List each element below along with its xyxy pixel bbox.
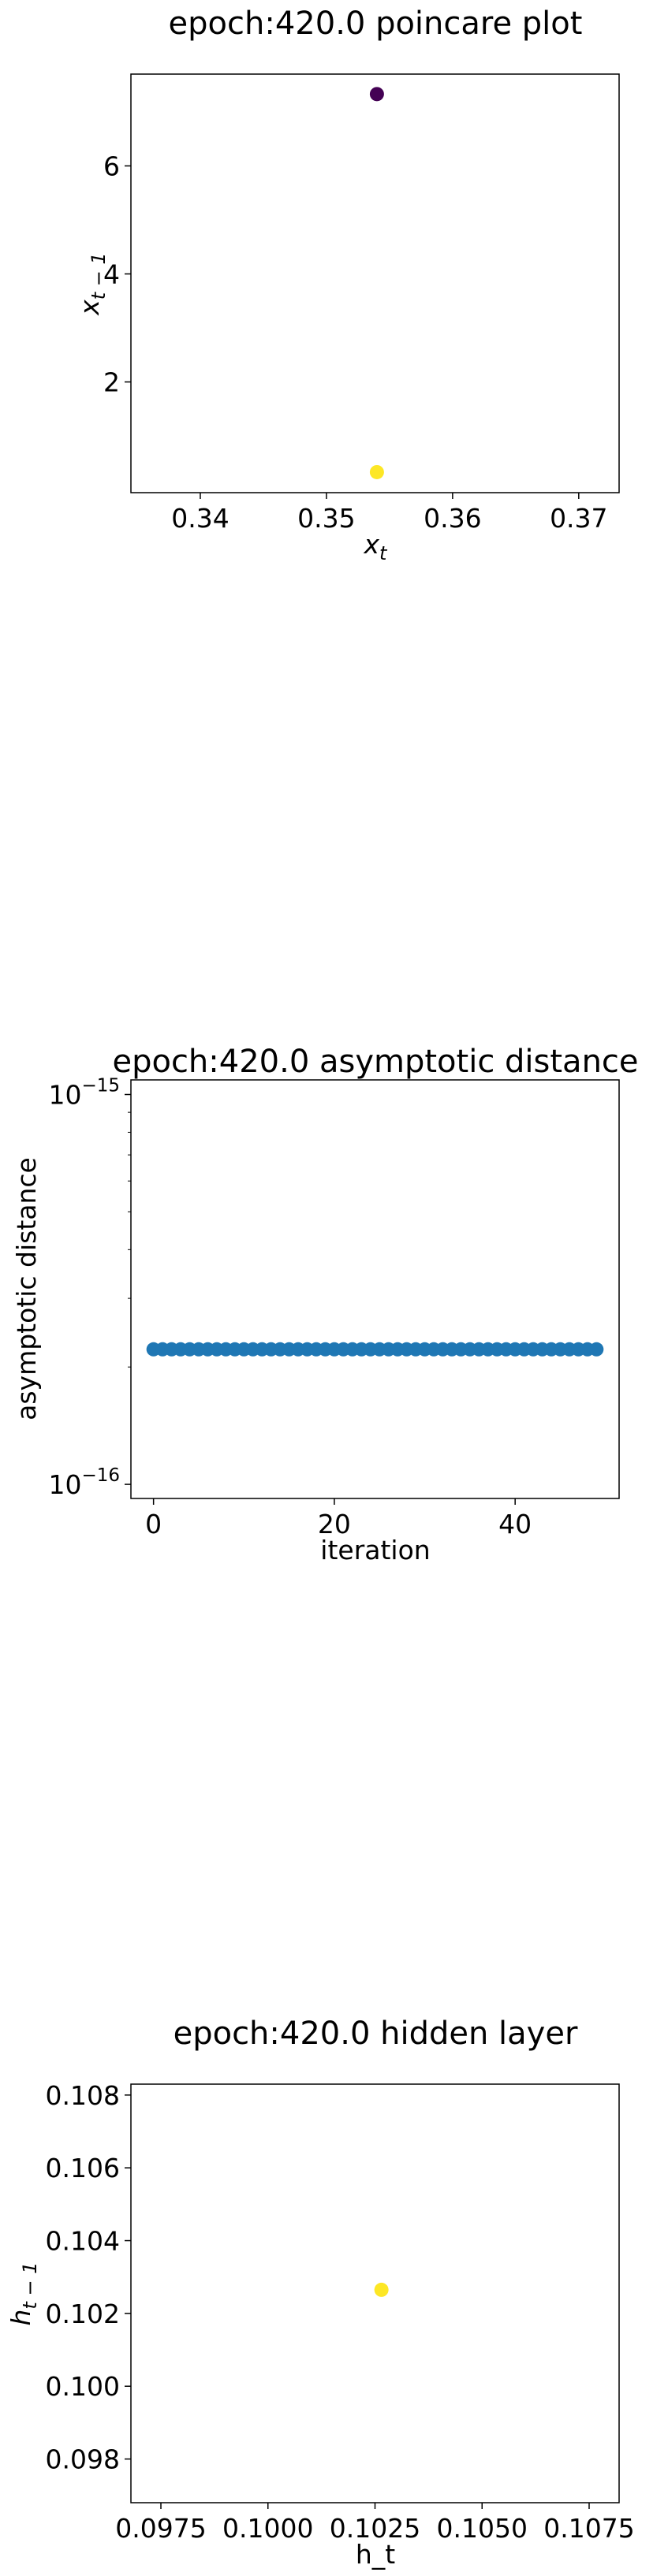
plot-frame (130, 73, 620, 493)
y-tick-label: 10−15 (48, 1076, 120, 1111)
y-tick-label: 0.104 (46, 2226, 120, 2257)
chart-title: epoch:420.0 asymptotic distance (112, 1044, 638, 1080)
plot-frame (130, 2083, 620, 2503)
x-axis-label: xt (364, 529, 389, 564)
y-axis-label: ht − 1 (6, 2262, 41, 2326)
chart-hidden-layer: epoch:420.0 hidden layer 0.0975 0.1000 0.1… (6, 2016, 635, 2570)
x-tick-label: 0.36 (424, 503, 481, 534)
chart-title: epoch:420.0 hidden layer (174, 2016, 578, 2052)
x-axis-ticks: 0 20 40 (145, 1498, 532, 1539)
y-axis-label: xt − 1 (74, 252, 110, 316)
x-axis-ticks: 0.0975 0.1000 0.1025 0.1050 0.1075 (115, 2503, 635, 2544)
y-tick-label: 0.106 (46, 2153, 120, 2183)
data-point (369, 464, 384, 479)
x-tick-label: 0.1050 (437, 2513, 528, 2544)
y-tick-label: 4 (103, 259, 120, 290)
chart-asymptotic-distance: epoch:420.0 asymptotic distance 0 20 40 10… (11, 1044, 639, 1565)
data-points (374, 2282, 389, 2297)
y-tick-label: 10−16 (48, 1465, 120, 1500)
x-tick-label: 0 (145, 1509, 162, 1539)
x-tick-label: 0.0975 (115, 2513, 206, 2544)
data-points (146, 1342, 604, 1357)
x-tick-label: 0.1075 (543, 2513, 634, 2544)
y-axis-label: asymptotic distance (11, 1157, 42, 1420)
x-axis-label: iteration (320, 1535, 430, 1565)
x-tick-label: 0.34 (171, 503, 229, 534)
data-points (369, 87, 384, 479)
y-axis-ticks: 10−16 10−15 (48, 1076, 131, 1500)
y-tick-label: 0.098 (46, 2444, 120, 2475)
x-tick-label: 40 (498, 1509, 532, 1539)
y-tick-label: 0.100 (46, 2371, 120, 2402)
x-axis-label: h_t (356, 2539, 395, 2570)
y-tick-label: 0.102 (46, 2299, 120, 2329)
y-tick-label: 2 (103, 367, 120, 398)
x-tick-label: 0.1000 (222, 2513, 313, 2544)
y-tick-label: 6 (103, 151, 120, 181)
x-tick-label: 20 (318, 1509, 351, 1539)
y-axis-ticks: 0.098 0.100 0.102 0.104 0.106 0.108 (46, 2080, 131, 2475)
chart-title: epoch:420.0 poincare plot (169, 6, 583, 42)
data-point (369, 87, 384, 102)
plot-frame (130, 1079, 620, 1499)
data-point (589, 1342, 604, 1357)
x-tick-label: 0.35 (297, 503, 355, 534)
x-axis-ticks: 0.34 0.35 0.36 0.37 (171, 493, 608, 534)
y-tick-label: 0.108 (46, 2080, 120, 2111)
data-point (374, 2282, 389, 2297)
y-axis-ticks: 2 4 6 (103, 151, 131, 398)
x-tick-label: 0.37 (550, 503, 607, 534)
x-tick-label: 0.1025 (330, 2513, 420, 2544)
chart-poincare-plot: epoch:420.0 poincare plot 0.34 0.35 0.36 0.… (74, 6, 620, 564)
